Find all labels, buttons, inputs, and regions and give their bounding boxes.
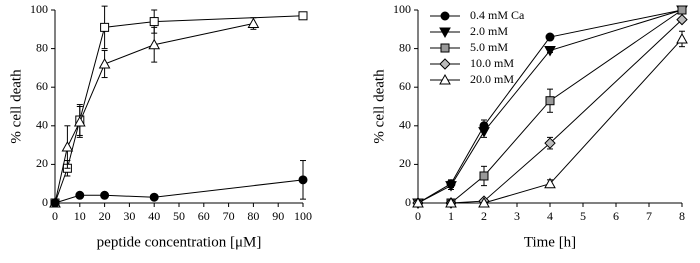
x-tick-label: 60 [198,209,210,223]
x-tick-label: 30 [123,209,135,223]
x-tick-label: 8 [679,209,685,223]
data-point [478,127,490,138]
data-point [544,137,556,149]
data-point [545,96,555,106]
x-tick-label: 10 [74,209,86,223]
y-tick-label: 60 [399,79,411,93]
x-tick-label: 0 [52,209,58,223]
y-axis-label: % cell death [371,69,387,144]
y-tick-label: 60 [36,79,48,93]
data-point [298,11,308,21]
data-point [412,196,424,208]
data-point [445,196,457,208]
x-tick-label: 90 [272,209,284,223]
legend-marker [440,43,450,53]
x-tick-label: 4 [547,209,553,223]
legend-label: 0.4 mM Ca [470,8,525,22]
legend-label: 5.0 mM [470,40,508,54]
y-axis-label: % cell death [8,69,24,144]
x-axis-label: Time [h] [524,234,576,250]
x-tick-label: 2 [481,209,487,223]
x-tick-label: 50 [173,209,185,223]
legend-marker [440,11,450,21]
x-tick-label: 0 [415,209,421,223]
y-tick-label: 0 [405,195,411,209]
data-point [676,13,688,26]
legend-marker [439,27,451,39]
data-point [100,190,110,200]
series-line [54,15,304,204]
x-tick-label: 6 [613,209,619,223]
x-tick-label: 3 [514,209,520,223]
x-tick-label: 7 [646,209,652,223]
data-point [478,196,490,208]
data-point [50,198,60,208]
y-tick-label: 40 [399,118,411,132]
data-point [479,171,489,181]
legend-label: 10.0 mM [470,56,514,70]
data-point [677,5,687,15]
series-line [54,23,254,204]
data-point [148,38,161,50]
y-tick-label: 100 [393,2,411,16]
series-line [54,179,304,204]
x-tick-label: 1 [448,209,454,223]
y-tick-label: 80 [36,40,48,54]
data-point [73,115,86,127]
x-tick-label: 20 [99,209,111,223]
x-tick-label: 80 [247,209,259,223]
data-point [544,177,556,189]
legend-label: 2.0 mM [470,24,508,38]
data-point [61,141,74,152]
data-point [149,17,159,27]
x-axis-label: peptide concentration [μM] [97,234,262,250]
legend-label: 20.0 mM [470,72,514,86]
data-point [298,175,308,185]
x-tick-label: 5 [580,209,586,223]
data-point [545,32,555,42]
data-point [247,17,260,29]
data-point [445,181,457,192]
data-point [544,46,556,57]
y-tick-label: 20 [36,156,48,170]
data-point [98,58,111,69]
x-tick-label: 40 [148,209,160,223]
y-tick-label: 40 [36,118,48,132]
y-tick-label: 20 [399,156,411,170]
x-tick-label: 100 [294,209,312,223]
legend-marker [439,58,451,70]
data-point [100,22,110,32]
data-point [676,32,688,44]
x-tick-label: 70 [223,209,235,223]
y-tick-label: 0 [42,195,48,209]
data-point [149,192,159,202]
legend-marker [439,73,451,85]
y-tick-label: 100 [30,2,48,16]
y-tick-label: 80 [399,40,411,54]
data-point [75,190,85,200]
